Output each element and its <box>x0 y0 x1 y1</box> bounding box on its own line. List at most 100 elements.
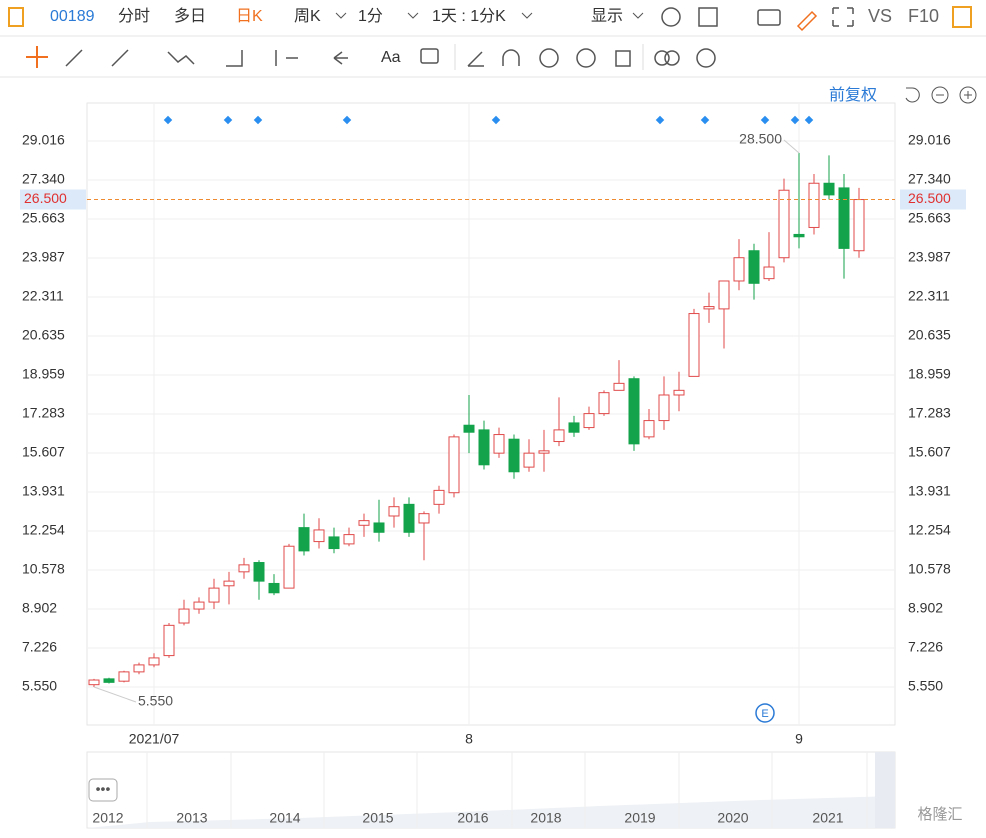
candle-body <box>328 536 340 550</box>
draw-icons[interactable] <box>226 50 348 67</box>
y-tick-label: 18.959 <box>22 366 65 382</box>
settings-icon[interactable] <box>661 7 681 27</box>
settings-icon[interactable] <box>696 48 716 68</box>
icon[interactable] <box>664 50 680 66</box>
candle-body <box>478 429 490 466</box>
candle-body <box>493 434 505 454</box>
dropdown[interactable] <box>632 12 644 19</box>
adjust-button[interactable]: 前复权 <box>829 86 877 104</box>
zoom-out[interactable] <box>931 86 949 104</box>
current-price-label: 26.500 <box>24 190 67 206</box>
tab[interactable]: 多日 <box>174 7 206 25</box>
icon[interactable] <box>654 50 670 66</box>
y-tick-label-right: 22.311 <box>908 288 950 304</box>
x-tick-label: 8 <box>465 731 473 747</box>
tab[interactable]: 周K <box>294 8 321 25</box>
navigator-year: 2021 <box>812 810 843 826</box>
camera-icon[interactable] <box>757 9 781 26</box>
candle-body <box>103 678 115 683</box>
y-tick-label-right: 17.283 <box>908 405 951 421</box>
navigator-handle[interactable] <box>88 778 118 802</box>
candle-body <box>658 394 670 422</box>
y-tick-label-right: 20.635 <box>908 327 951 343</box>
trash-icon[interactable] <box>615 50 631 67</box>
y-tick-label-right: 25.663 <box>908 210 951 226</box>
candle-body <box>148 657 160 666</box>
candle-body <box>268 582 280 594</box>
y-tick-label-right: 13.931 <box>908 483 951 499</box>
fullscreen-icon[interactable] <box>832 7 854 27</box>
candle-body <box>628 378 640 445</box>
candle-body <box>418 513 430 524</box>
pen-icon[interactable] <box>796 10 818 32</box>
candle-body <box>613 382 625 391</box>
draw-icons[interactable] <box>65 49 195 67</box>
candle-body <box>88 679 100 686</box>
candle-body <box>793 233 805 238</box>
zoom-icons[interactable] <box>905 87 972 103</box>
candle-body <box>703 306 715 310</box>
event-marker <box>790 115 800 125</box>
dropdown[interactable] <box>335 12 347 19</box>
navigator-window[interactable] <box>875 752 895 828</box>
candle-body <box>553 429 565 443</box>
zoom-in[interactable] <box>959 86 977 104</box>
y-tick-label-right: 12.254 <box>908 522 951 538</box>
y-tick-label-right: 18.959 <box>908 366 951 382</box>
candle-body <box>118 671 130 682</box>
candle-body <box>463 424 475 433</box>
candle-body <box>313 529 325 543</box>
comment-icon[interactable] <box>420 48 439 64</box>
y-tick-label: 23.987 <box>22 249 65 265</box>
navigator-year: 2012 <box>92 810 123 826</box>
dropdown[interactable] <box>407 12 419 19</box>
box-icon[interactable] <box>698 7 718 27</box>
y-tick-label: 10.578 <box>22 561 65 577</box>
y-tick-label-right: 23.987 <box>908 249 951 265</box>
tab[interactable]: 分时 <box>118 7 150 25</box>
tab[interactable]: VS <box>868 6 892 26</box>
y-tick-label: 17.283 <box>22 405 65 421</box>
y-tick-label-right: 10.578 <box>908 561 951 577</box>
candle-body <box>283 545 295 589</box>
icon[interactable] <box>539 48 559 68</box>
x-tick-label: 2021/07 <box>129 731 180 747</box>
dropdown[interactable] <box>521 12 533 19</box>
icon[interactable] <box>576 48 596 68</box>
candle-body <box>748 250 760 284</box>
tab[interactable]: 1天 : 1分K <box>432 7 506 25</box>
navigator-year: 2015 <box>362 810 393 826</box>
icon[interactable] <box>8 7 24 27</box>
event-icon[interactable] <box>755 703 775 723</box>
draw-icons[interactable] <box>467 49 520 67</box>
tab[interactable]: F10 <box>908 6 939 26</box>
event-icon-text: E <box>761 708 768 720</box>
move-icon[interactable] <box>26 46 48 68</box>
y-tick-label-right: 29.016 <box>908 132 951 148</box>
handle-dots: ••• <box>96 781 111 797</box>
stock-code[interactable]: 00189 <box>50 8 95 25</box>
tab[interactable]: 日K <box>236 8 263 25</box>
candle-body <box>208 587 220 603</box>
y-tick-label: 7.226 <box>22 639 57 655</box>
navigator-year: 2016 <box>457 810 488 826</box>
candle-body <box>508 438 520 473</box>
icon[interactable] <box>952 6 972 28</box>
candle-body <box>163 624 175 657</box>
candle-body <box>193 601 205 610</box>
tab[interactable]: 1分 <box>358 7 383 25</box>
candle-body <box>838 187 850 249</box>
y-tick-label: 29.016 <box>22 132 65 148</box>
y-tick-label: 22.311 <box>22 288 64 304</box>
y-tick-label: 12.254 <box>22 522 65 538</box>
candle-body <box>643 420 655 438</box>
navigator-labels: 2012 2013 2014 2015 2016 2018 2019 2020 2021 <box>92 752 868 828</box>
font-button[interactable]: Aa <box>381 49 401 66</box>
candle-body <box>433 489 445 505</box>
candle-body <box>673 389 685 396</box>
event-marker <box>760 115 770 125</box>
event-marker <box>491 115 501 125</box>
tab[interactable]: 显示 <box>591 8 623 25</box>
event-marker <box>163 115 173 125</box>
